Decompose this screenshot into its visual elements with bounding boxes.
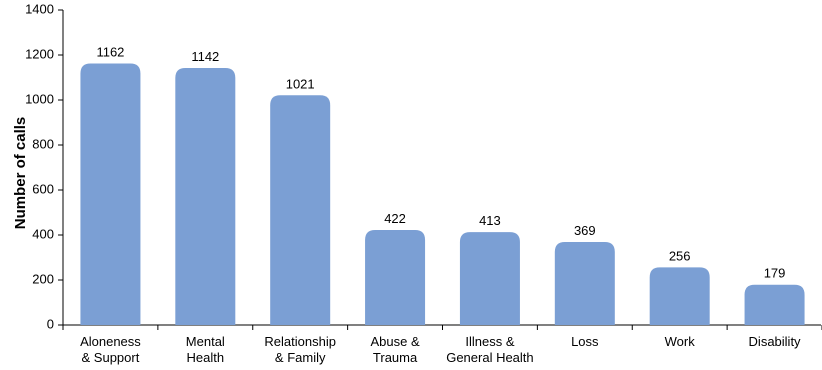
bar (175, 68, 236, 326)
y-axis-title: Number of calls (12, 117, 29, 230)
y-tick-label: 400 (32, 226, 54, 241)
x-tick-label: Aloneness & Support (80, 334, 141, 365)
bar (270, 95, 331, 326)
bars (80, 63, 805, 326)
y-tick-label: 1200 (25, 46, 54, 61)
y-tick-label: 200 (32, 271, 54, 286)
bar (365, 230, 426, 325)
data-label: 422 (384, 211, 406, 226)
labels: 1162 Aloneness & Support 1142 Mental Health 10… (80, 45, 801, 365)
bar (744, 284, 805, 325)
x-tick-label: Loss (571, 334, 599, 349)
bar (649, 267, 710, 325)
data-label: 1021 (286, 76, 315, 91)
y-tick-label: 0 (47, 316, 54, 331)
x-tick-label: Abuse & Trauma (370, 334, 419, 365)
y-tick-label: 1400 (25, 1, 54, 16)
y-tick-label: 600 (32, 181, 54, 196)
y-tick-label: 1000 (25, 91, 54, 106)
data-label: 1142 (191, 49, 219, 64)
data-label: 179 (764, 266, 786, 281)
x-tick-label: Mental Health (186, 334, 225, 365)
bar (459, 232, 520, 325)
bar (80, 63, 141, 326)
y-tick-label: 800 (32, 136, 54, 151)
bar (554, 241, 615, 325)
x-tick-label: Disability (749, 334, 802, 349)
data-label: 256 (669, 248, 691, 263)
data-label: 413 (479, 213, 501, 228)
x-tick-label: Illness & General Health (446, 334, 533, 365)
x-tick-label: Work (665, 334, 696, 349)
data-label: 369 (574, 223, 596, 238)
data-label: 1162 (96, 45, 124, 60)
x-tick-label: Relationship & Family (264, 334, 336, 365)
